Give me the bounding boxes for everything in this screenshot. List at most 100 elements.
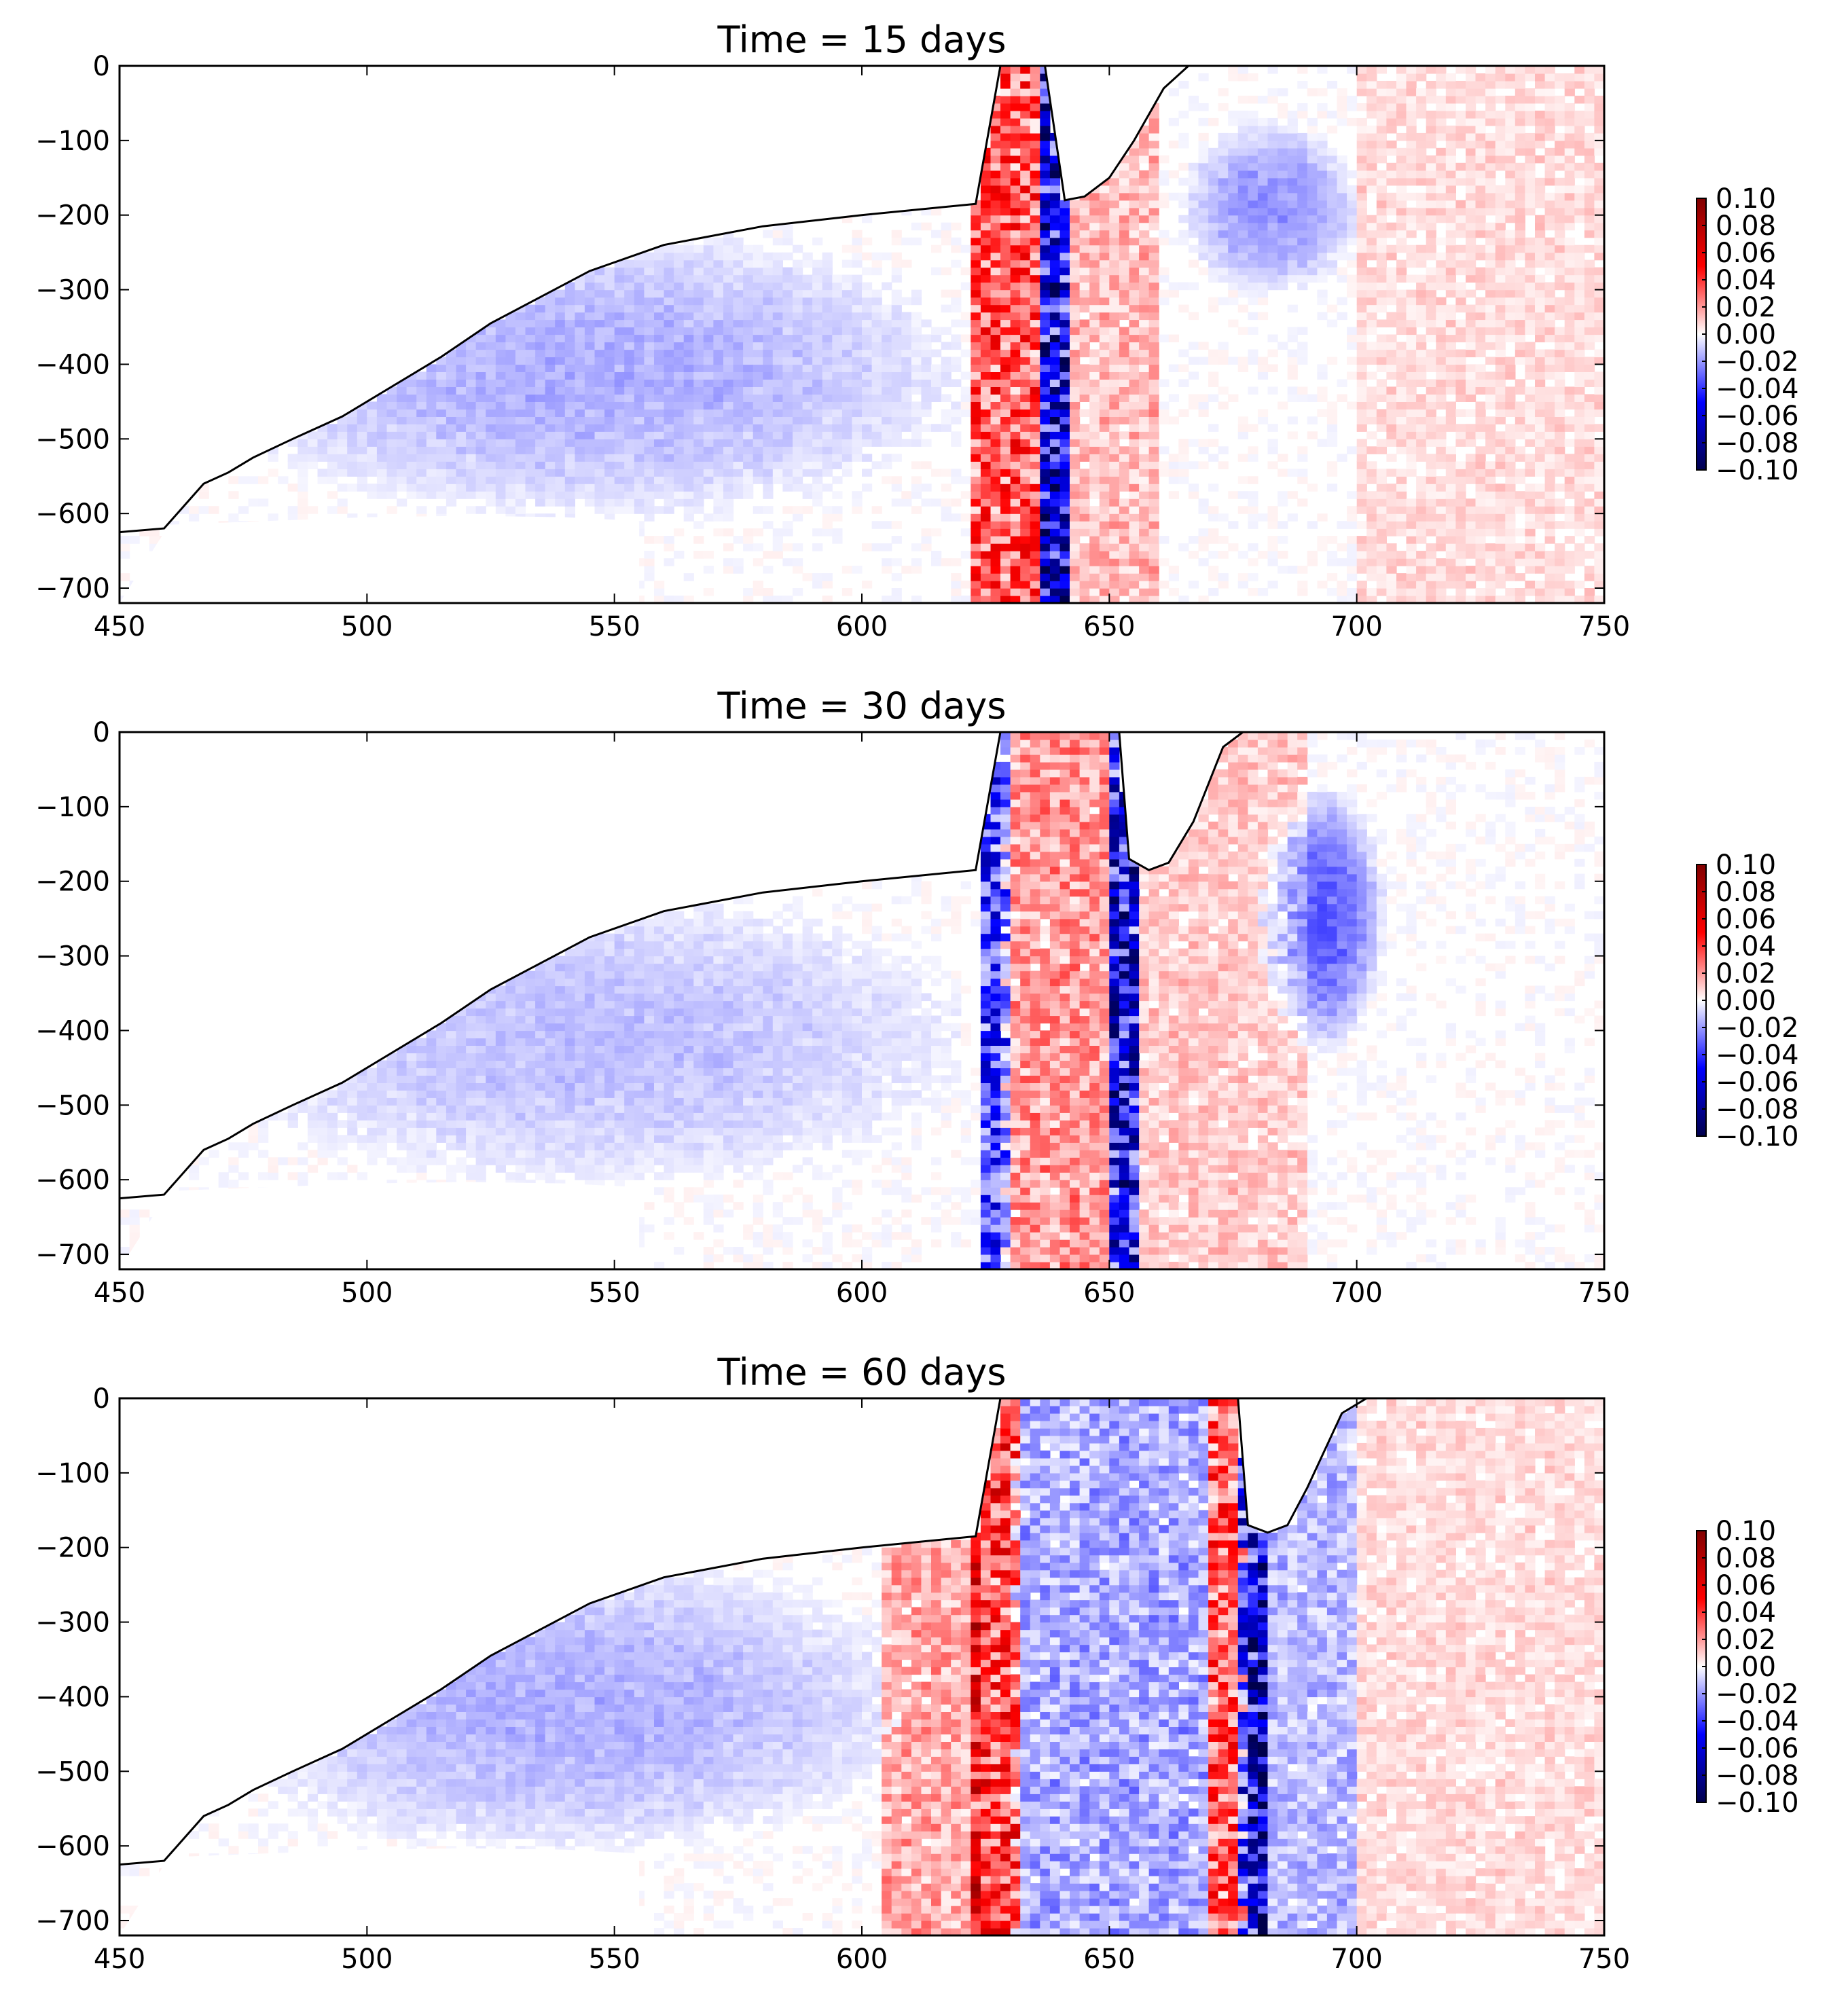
heatmap-cell — [456, 476, 467, 484]
heatmap-cell — [564, 461, 575, 469]
heatmap-cell — [1070, 401, 1081, 410]
heatmap-cell — [951, 573, 962, 581]
heatmap-cell — [1030, 155, 1040, 164]
heatmap-cell — [1208, 177, 1219, 186]
heatmap-cell — [1426, 95, 1436, 104]
heatmap-cell — [1267, 155, 1278, 164]
heatmap-cell — [654, 244, 665, 253]
heatmap-cell — [891, 596, 902, 603]
heatmap-cell — [1159, 155, 1170, 164]
heatmap-cell — [664, 596, 674, 603]
heatmap-cell — [505, 446, 516, 454]
heatmap-cell — [1386, 513, 1397, 522]
heatmap-cell — [515, 334, 526, 343]
heatmap-cell — [1089, 558, 1100, 566]
heatmap-cell — [822, 357, 833, 365]
heatmap-cell — [664, 386, 674, 395]
heatmap-cell — [1159, 469, 1170, 477]
heatmap-cell — [921, 319, 932, 328]
heatmap-cell — [911, 327, 922, 335]
heatmap-cell — [1237, 252, 1248, 261]
heatmap-cell — [1020, 528, 1031, 536]
heatmap-cell — [1337, 596, 1347, 603]
heatmap-cell — [793, 446, 803, 454]
heatmap-cell — [1495, 558, 1506, 566]
heatmap-cell — [1079, 431, 1090, 439]
heatmap-cell — [1505, 461, 1516, 469]
heatmap-cell — [1426, 484, 1436, 492]
heatmap-cell — [1030, 349, 1040, 358]
heatmap-cell — [1445, 513, 1456, 522]
heatmap-cell — [486, 334, 496, 343]
heatmap-cell — [545, 484, 556, 492]
heatmap-cell — [812, 469, 823, 477]
heatmap-cell — [1248, 386, 1258, 395]
heatmap-cell — [772, 424, 783, 432]
heatmap-cell — [971, 244, 981, 253]
heatmap-cell — [1049, 506, 1061, 514]
heatmap-cell — [1485, 551, 1496, 559]
heatmap-cell — [683, 573, 694, 581]
heatmap-cell — [1109, 536, 1120, 544]
heatmap-cell — [1010, 461, 1021, 469]
heatmap-cell — [416, 476, 427, 484]
heatmap-cell — [1426, 506, 1436, 514]
heatmap-cell — [733, 476, 744, 484]
heatmap-cell — [812, 319, 823, 328]
heatmap-cell — [189, 506, 200, 514]
heatmap-cell — [1297, 469, 1308, 477]
heatmap-cell — [901, 401, 912, 410]
heatmap-cell — [1356, 185, 1367, 194]
heatmap-cell — [1396, 349, 1407, 358]
heatmap-cell — [604, 506, 615, 514]
heatmap-cell — [1148, 506, 1159, 514]
heatmap-cell — [1267, 192, 1278, 201]
heatmap-cell — [1455, 588, 1466, 596]
heatmap-cell — [852, 319, 863, 328]
heatmap-cell — [1129, 469, 1140, 477]
heatmap-cell — [1119, 506, 1130, 514]
heatmap-cell — [654, 282, 665, 291]
heatmap-cell — [693, 274, 704, 283]
heatmap-cell — [941, 379, 952, 387]
heatmap-cell — [624, 289, 635, 298]
heatmap-cell — [802, 461, 813, 469]
heatmap-cell — [456, 416, 467, 424]
heatmap-cell — [832, 409, 843, 417]
heatmap-cell — [1248, 327, 1258, 335]
heatmap-cell — [793, 416, 803, 424]
heatmap-cell — [634, 334, 645, 343]
heatmap-cell — [951, 357, 962, 365]
heatmap-cell — [1030, 289, 1040, 298]
heatmap-cell — [1148, 357, 1159, 365]
heatmap-cell — [1168, 461, 1179, 469]
heatmap-cell — [120, 543, 130, 551]
heatmap-cell — [1495, 513, 1506, 522]
heatmap-cell — [1475, 319, 1486, 328]
heatmap-cell — [1079, 289, 1090, 298]
heatmap-cell — [515, 491, 526, 499]
heatmap-cell — [1317, 192, 1328, 201]
heatmap-cell — [654, 394, 665, 402]
heatmap-cell — [1070, 364, 1081, 372]
heatmap-cell — [525, 401, 536, 410]
heatmap-cell — [1079, 424, 1090, 432]
heatmap-cell — [1208, 506, 1219, 514]
heatmap-cell — [1148, 401, 1159, 410]
heatmap-cell — [1129, 461, 1140, 469]
heatmap-cell — [1386, 394, 1397, 402]
heatmap-cell — [1129, 274, 1140, 283]
heatmap-cell — [911, 491, 922, 499]
heatmap-cell — [1326, 110, 1338, 119]
heatmap-cell — [564, 416, 575, 424]
heatmap-cell — [634, 349, 645, 358]
heatmap-cell — [812, 259, 823, 268]
heatmap-cell — [1030, 386, 1040, 395]
heatmap-cell — [1485, 386, 1496, 395]
heatmap-cell — [1376, 267, 1387, 276]
heatmap-cell — [1406, 177, 1417, 186]
heatmap-cell — [644, 401, 655, 410]
heatmap-cell — [1466, 431, 1476, 439]
heatmap-cell — [495, 416, 506, 424]
heatmap-cell — [1218, 244, 1229, 253]
